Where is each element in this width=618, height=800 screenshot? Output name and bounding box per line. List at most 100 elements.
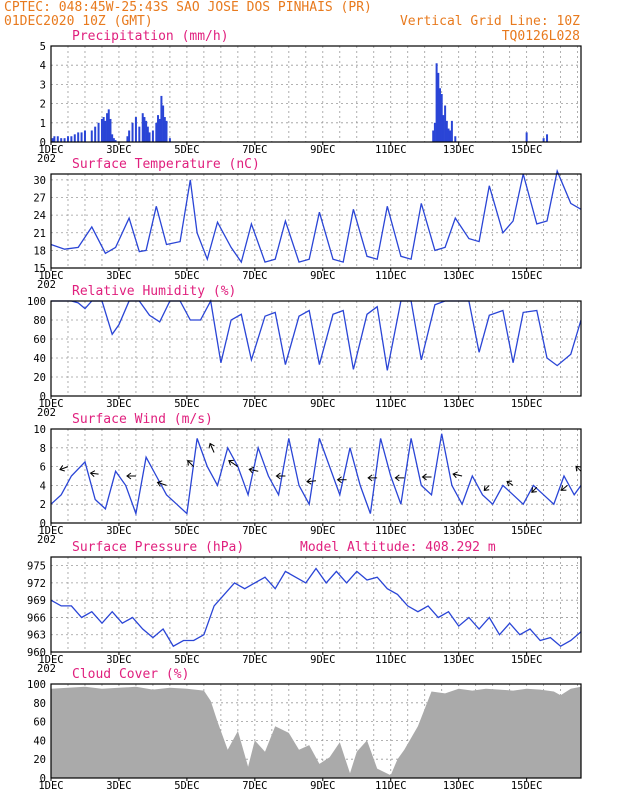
header-date: 01DEC2020 10Z (GMT) bbox=[4, 14, 153, 29]
precipitation-bar bbox=[146, 126, 149, 142]
wind-wind-arrow bbox=[394, 474, 405, 482]
humidity-ytick-label: 20 bbox=[33, 372, 46, 384]
wind-wind-arrow bbox=[367, 474, 378, 482]
pressure-ytick-label: 963 bbox=[27, 630, 46, 642]
precipitation-bar bbox=[53, 136, 56, 142]
temperature-xtick-label: 13DEC bbox=[443, 270, 475, 282]
precipitation-bar bbox=[155, 122, 158, 142]
cloud-cover-area bbox=[51, 686, 581, 778]
wind-wind-arrow bbox=[228, 459, 239, 468]
wind-wind-arrow bbox=[275, 472, 286, 480]
precipitation-bar bbox=[432, 130, 435, 142]
pressure-year-label: 202 bbox=[37, 663, 56, 675]
wind-panel: 0 2 4 6 8 10 Surface Wind (m/s) 1DEC 3DEC 5DEC 7DE… bbox=[33, 412, 582, 546]
precipitation-ytick-label: 3 bbox=[40, 79, 46, 91]
cloud-cover-xtick-label: 5DEC bbox=[174, 780, 199, 792]
precipitation-bar bbox=[60, 138, 63, 142]
precipitation-bar bbox=[168, 138, 171, 142]
precipitation-bar bbox=[433, 122, 436, 142]
precipitation-bar bbox=[450, 120, 453, 142]
cloud-cover-ytick-label: 20 bbox=[33, 754, 46, 766]
precipitation-bar bbox=[128, 130, 131, 142]
cloud-cover-ytick-label: 80 bbox=[33, 698, 46, 710]
cloud-cover-xtick-label: 11DEC bbox=[375, 780, 407, 792]
precipitation-bar bbox=[160, 95, 163, 142]
temperature-ytick-label: 30 bbox=[33, 175, 46, 187]
wind-wind-arrow bbox=[452, 471, 463, 479]
wind-wind-arrow bbox=[421, 473, 432, 481]
precipitation-ytick-label: 2 bbox=[40, 99, 46, 111]
precipitation-xtick-label: 11DEC bbox=[375, 144, 407, 156]
temperature-ytick-label: 18 bbox=[33, 245, 46, 257]
precipitation-bar bbox=[148, 132, 151, 142]
header-model: TQ0126L028 bbox=[502, 29, 580, 44]
precipitation-xtick-label: 13DEC bbox=[443, 144, 475, 156]
pressure-ytick-label: 972 bbox=[27, 578, 46, 590]
precipitation-bar bbox=[73, 134, 76, 142]
pressure-xtick-label: 1DEC bbox=[38, 654, 63, 666]
precipitation-bar bbox=[444, 105, 447, 142]
precipitation-bar bbox=[80, 132, 83, 142]
temperature-ytick-label: 15 bbox=[33, 263, 46, 275]
wind-xtick-label: 5DEC bbox=[174, 525, 199, 537]
precipitation-title: Precipitation (mm/h) bbox=[72, 29, 229, 44]
humidity-xtick-label: 1DEC bbox=[38, 398, 63, 410]
humidity-xtick-label: 3DEC bbox=[106, 398, 131, 410]
cloud-cover-xtick-label: 1DEC bbox=[38, 780, 63, 792]
humidity-xtick-label: 9DEC bbox=[310, 398, 335, 410]
humidity-panel: 0 20 40 60 80 100 Relative Humidity (%) 1DEC 3DE… bbox=[27, 284, 582, 419]
precipitation-bar bbox=[51, 138, 54, 142]
temperature-title: Surface Temperature (nC) bbox=[72, 157, 260, 172]
precipitation-bar bbox=[107, 109, 110, 142]
temperature-ytick-label: 24 bbox=[33, 210, 46, 222]
wind-wind-arrow bbox=[336, 476, 347, 484]
precipitation-frame bbox=[50, 45, 582, 143]
precipitation-bar bbox=[77, 132, 80, 142]
humidity-xtick-label: 5DEC bbox=[174, 398, 199, 410]
precipitation-bar bbox=[94, 126, 97, 142]
wind-wind-arrow bbox=[506, 480, 514, 487]
wind-xtick-label: 11DEC bbox=[375, 525, 407, 537]
precipitation-bar bbox=[542, 138, 545, 142]
precipitation-xtick-label: 9DEC bbox=[310, 144, 335, 156]
header-line1: CPTEC: 048:45W-25:43S SAO JOSE DOS PINHA… bbox=[4, 0, 372, 15]
precipitation-bar bbox=[141, 113, 144, 142]
pressure-xtick-label: 5DEC bbox=[174, 654, 199, 666]
precipitation-ytick-label: 5 bbox=[40, 41, 46, 53]
precipitation-bar bbox=[158, 118, 161, 142]
humidity-title: Relative Humidity (%) bbox=[72, 284, 236, 299]
wind-wind-arrow bbox=[208, 442, 215, 453]
precipitation-bar bbox=[437, 72, 440, 142]
humidity-series-line bbox=[51, 299, 582, 371]
precipitation-bar bbox=[63, 138, 66, 142]
temperature-xtick-label: 1DEC bbox=[38, 270, 63, 282]
temperature-xtick-label: 9DEC bbox=[310, 270, 335, 282]
humidity-xtick-label: 15DEC bbox=[511, 398, 543, 410]
precipitation-bar bbox=[97, 122, 100, 142]
precipitation-bar bbox=[126, 136, 129, 142]
precipitation-xtick-label: 15DEC bbox=[511, 144, 543, 156]
pressure-xtick-label: 11DEC bbox=[375, 654, 407, 666]
humidity-ytick-label: 40 bbox=[33, 353, 46, 365]
temperature-year-label: 202 bbox=[37, 279, 56, 291]
humidity-year-label: 202 bbox=[37, 407, 56, 419]
precipitation-bar bbox=[442, 115, 445, 142]
wind-wind-arrow bbox=[531, 486, 538, 493]
precipitation-bar bbox=[106, 113, 109, 142]
precipitation-xtick-label: 7DEC bbox=[242, 144, 267, 156]
wind-wind-arrow bbox=[248, 466, 259, 474]
temperature-xtick-label: 3DEC bbox=[106, 270, 131, 282]
precipitation-bar bbox=[546, 134, 549, 142]
wind-xtick-label: 15DEC bbox=[511, 525, 543, 537]
humidity-frame bbox=[50, 300, 582, 397]
wind-xtick-label: 9DEC bbox=[310, 525, 335, 537]
pressure-xtick-label: 15DEC bbox=[511, 654, 543, 666]
pressure-annotation: Model Altitude: 408.292 m bbox=[300, 540, 496, 555]
wind-wind-arrow bbox=[89, 470, 99, 477]
precipitation-bar bbox=[449, 130, 452, 142]
cloud-cover-ytick-label: 0 bbox=[40, 773, 46, 785]
wind-wind-arrow bbox=[126, 472, 136, 480]
wind-ytick-label: 4 bbox=[40, 480, 46, 492]
wind-xtick-label: 7DEC bbox=[242, 525, 267, 537]
wind-series-line bbox=[50, 433, 582, 517]
